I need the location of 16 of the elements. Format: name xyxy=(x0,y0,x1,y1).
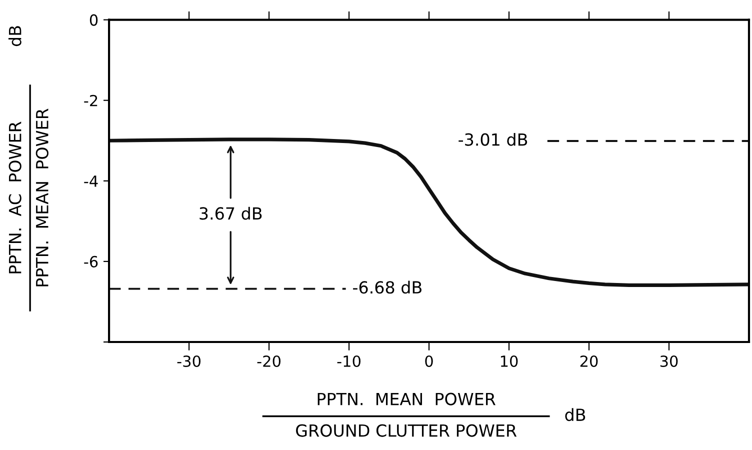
ref-line-label: -3.01 dB xyxy=(458,132,528,146)
text: PPTN. AC POWER PPTN. MEAN POWER dB xyxy=(8,26,48,286)
x-tick-label: -10 xyxy=(337,355,360,368)
annotation: 3.67 dB xyxy=(200,206,262,220)
x-tick-label: -30 xyxy=(177,355,200,368)
y-tick-label: -2 xyxy=(84,94,98,106)
x-tick-label: -20 xyxy=(257,355,280,368)
y-tick-label: 0 xyxy=(90,14,98,26)
x-tick-label: 0 xyxy=(425,355,433,368)
x-tick-label: 10 xyxy=(500,355,518,368)
y-tick-label: -4 xyxy=(84,176,98,187)
ref-line-label: -6.68 dB xyxy=(353,280,422,294)
y-tick-label: -6 xyxy=(84,256,98,268)
x-tick-label: 20 xyxy=(580,355,598,368)
x-tick-label: 30 xyxy=(660,355,678,368)
text: PPTN. MEAN POWER GROUND CLUTTER POWER dB xyxy=(296,392,586,437)
